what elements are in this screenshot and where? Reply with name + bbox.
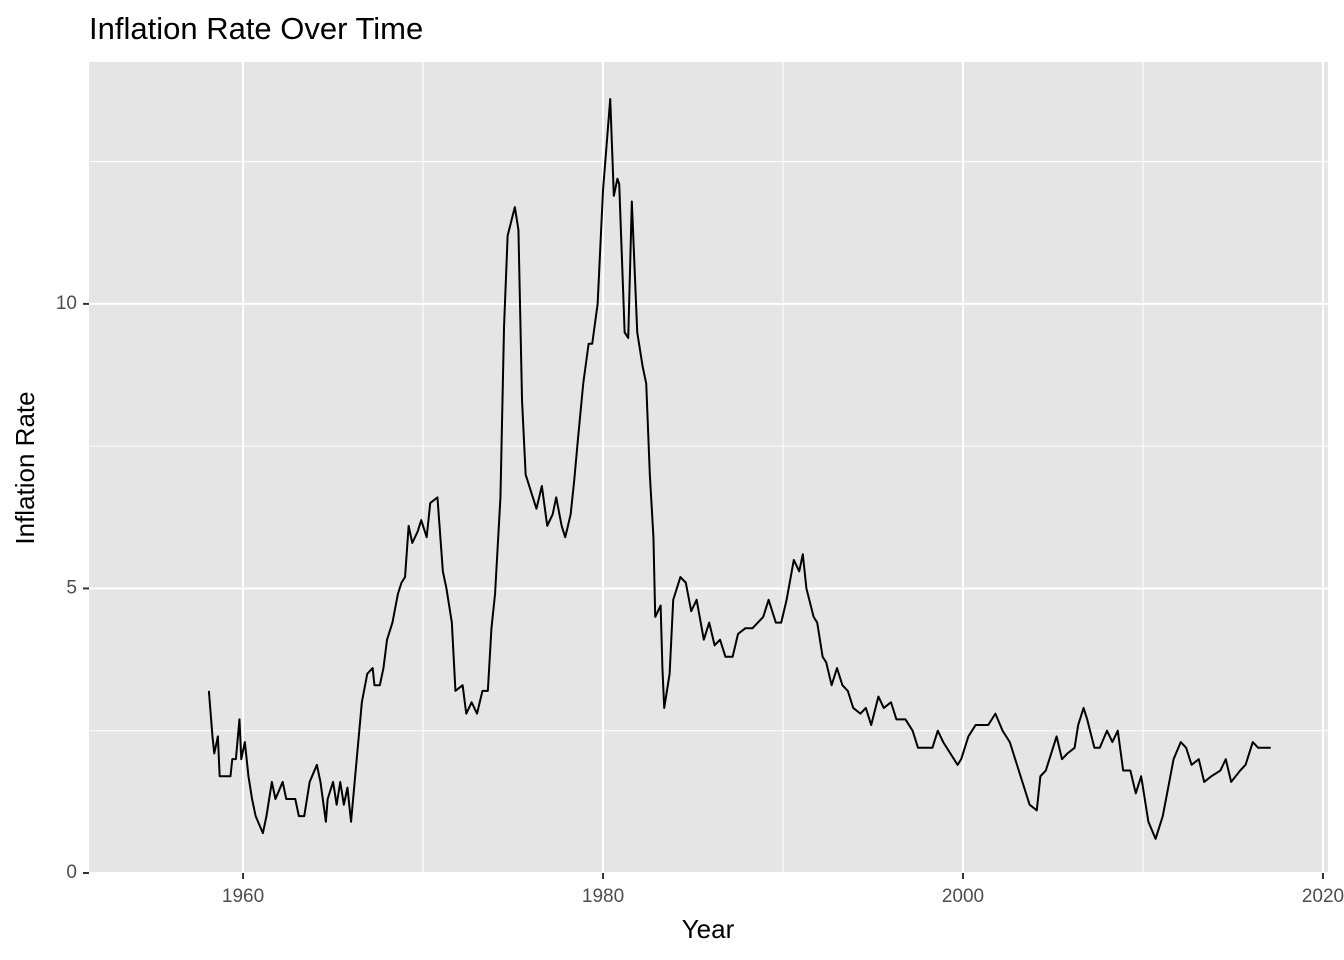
data-line	[207, 97, 1271, 840]
x-tick-label: 1980	[582, 886, 624, 907]
x-tick-label: 1960	[222, 886, 264, 907]
plot-panel	[89, 62, 1328, 873]
chart-title: Inflation Rate Over Time	[89, 11, 423, 46]
y-tick-label: 5	[66, 577, 77, 598]
x-axis-title: Year	[682, 914, 735, 944]
y-tick-label: 10	[56, 293, 77, 314]
y-axis-title: Inflation Rate	[10, 391, 40, 544]
x-tick-label: 2020	[1302, 886, 1344, 907]
y-tick-label: 0	[66, 862, 77, 883]
x-tick-label: 2000	[942, 886, 984, 907]
